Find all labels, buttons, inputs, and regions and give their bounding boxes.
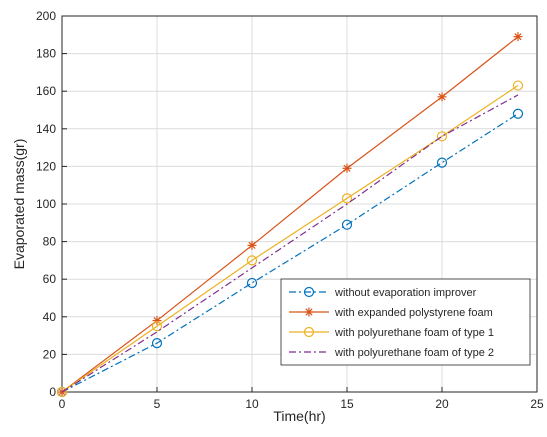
legend: without evaporation improver with expande… bbox=[280, 278, 531, 366]
data-point bbox=[247, 240, 257, 250]
y-tick-label: 100 bbox=[36, 197, 56, 211]
legend-items: without evaporation improver with expande… bbox=[289, 286, 494, 359]
legend-marker bbox=[303, 286, 315, 298]
x-tick-label: 5 bbox=[154, 397, 161, 411]
series-3 bbox=[56, 80, 524, 398]
data-point bbox=[56, 386, 68, 398]
axis-ticks: 0 5 10 15 20 25 0 20 40 60 80 100 120 140 160 180 200 bbox=[36, 9, 544, 411]
y-axis-label: Evaporated mass(gr) bbox=[11, 139, 27, 270]
y-tick-label: 140 bbox=[36, 122, 56, 136]
data-point bbox=[512, 80, 524, 91]
y-tick-label: 20 bbox=[43, 347, 57, 361]
x-axis-label: Time(hr) bbox=[273, 408, 325, 424]
x-tick-label: 0 bbox=[59, 397, 66, 411]
legend-label: without evaporation improver bbox=[334, 287, 477, 299]
series-line bbox=[61, 85, 519, 393]
data-point bbox=[436, 157, 448, 168]
y-tick-label: 40 bbox=[43, 310, 57, 324]
data-point bbox=[437, 92, 447, 102]
y-tick-label: 60 bbox=[43, 272, 57, 286]
legend-item: with expanded polystyrene foam bbox=[289, 307, 493, 319]
legend-marker bbox=[304, 307, 314, 317]
series-line bbox=[61, 113, 519, 393]
x-tick-label: 20 bbox=[435, 397, 449, 411]
series-line bbox=[61, 94, 519, 393]
y-tick-label: 0 bbox=[49, 385, 56, 399]
legend-label: with polyurethane foam of type 1 bbox=[334, 327, 494, 339]
y-tick-label: 200 bbox=[36, 9, 56, 23]
data-point bbox=[513, 32, 523, 42]
legend-label: with expanded polystyrene foam bbox=[334, 307, 493, 319]
x-tick-label: 10 bbox=[245, 397, 259, 411]
data-point bbox=[246, 277, 258, 289]
legend-box bbox=[280, 278, 531, 366]
series-2 bbox=[57, 32, 523, 397]
legend-item: with polyurethane foam of type 2 bbox=[289, 347, 494, 359]
data-point bbox=[342, 163, 352, 173]
legend-item: with polyurethane foam of type 1 bbox=[289, 326, 494, 339]
legend-label: with polyurethane foam of type 2 bbox=[334, 347, 494, 359]
y-tick-label: 120 bbox=[36, 159, 56, 173]
series-layer bbox=[56, 32, 524, 398]
y-tick-label: 80 bbox=[43, 235, 57, 249]
data-point bbox=[151, 338, 163, 349]
series-line bbox=[61, 36, 519, 393]
x-tick-label: 25 bbox=[530, 397, 544, 411]
y-tick-label: 160 bbox=[36, 84, 56, 98]
legend-marker bbox=[303, 326, 315, 338]
data-point bbox=[151, 321, 163, 332]
series-4 bbox=[61, 94, 519, 393]
data-point bbox=[436, 131, 448, 142]
data-point bbox=[341, 193, 353, 204]
data-point bbox=[341, 219, 353, 230]
x-tick-label: 15 bbox=[340, 397, 354, 411]
y-tick-label: 180 bbox=[36, 47, 56, 61]
data-point bbox=[246, 255, 258, 266]
legend-item: without evaporation improver bbox=[289, 286, 477, 299]
data-point bbox=[512, 108, 524, 119]
